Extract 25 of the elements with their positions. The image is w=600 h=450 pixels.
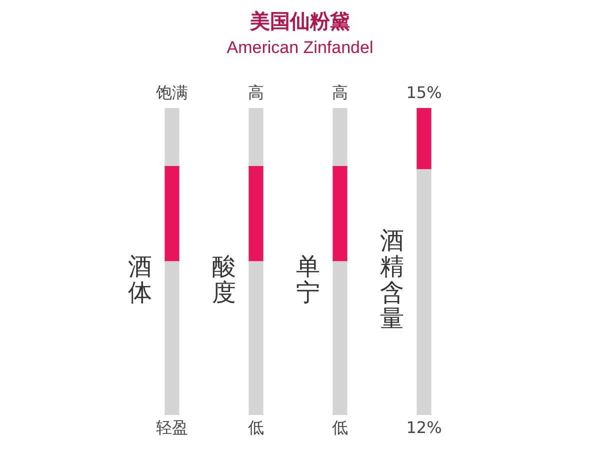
x-tick-label: 酒精含量 bbox=[380, 226, 404, 333]
chart-subtitle: American Zinfandel bbox=[226, 38, 374, 58]
x-tick-label: 单宁 bbox=[296, 252, 320, 307]
bar bbox=[416, 169, 432, 415]
bar bbox=[332, 108, 348, 167]
text: 12% bbox=[406, 418, 442, 438]
bar bbox=[248, 108, 264, 167]
bar bbox=[164, 166, 180, 262]
bar bbox=[248, 261, 264, 415]
bar bbox=[416, 108, 432, 170]
text: 轻盈 bbox=[156, 418, 188, 438]
bar bbox=[164, 108, 180, 167]
bar bbox=[164, 261, 180, 415]
text: 低 bbox=[248, 418, 264, 438]
text: 低 bbox=[332, 418, 348, 438]
x-tick-label: 酸度 bbox=[212, 252, 236, 307]
text: 高 bbox=[332, 83, 348, 102]
text: 饱满 bbox=[155, 83, 188, 102]
chart-title: 美国仙粉黛 bbox=[248, 8, 351, 35]
text: 15% bbox=[406, 83, 442, 102]
x-tick-label: 酒体 bbox=[128, 252, 152, 307]
bar bbox=[248, 166, 264, 262]
text: 高 bbox=[248, 83, 264, 102]
bar bbox=[332, 261, 348, 415]
bar bbox=[332, 166, 348, 262]
